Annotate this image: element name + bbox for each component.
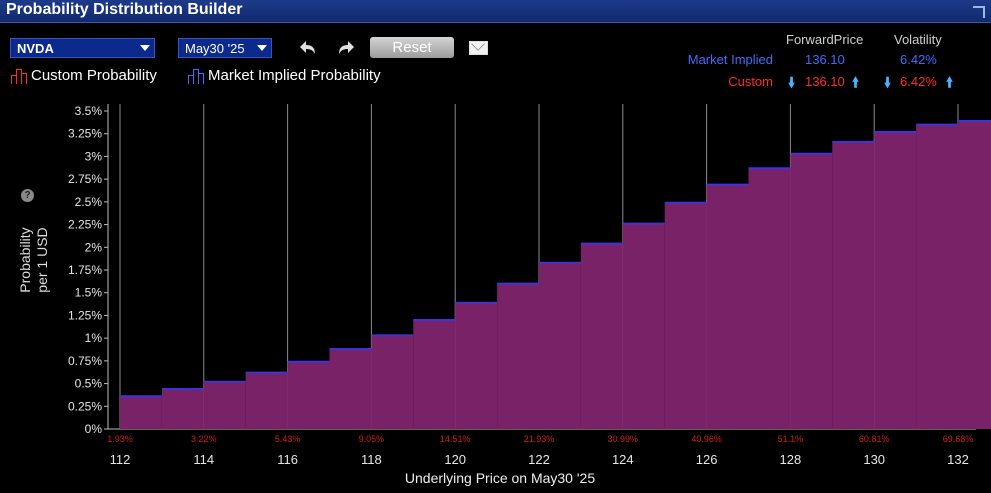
chevron-down-icon [257, 45, 267, 51]
y-tick-label: 0.25% [68, 399, 102, 413]
volatility-header: Volatility [894, 32, 942, 47]
cumulative-probability-label: 5.43% [275, 434, 301, 444]
cumulative-probability-label: 40.96% [691, 434, 722, 444]
x-tick-label: 130 [863, 452, 885, 467]
probability-bar [916, 124, 958, 429]
x-tick-label: 112 [110, 452, 131, 467]
cumulative-probability-label: 30.99% [608, 434, 639, 444]
probability-bar [539, 262, 581, 429]
y-tick-label: 0.5% [75, 377, 103, 391]
expiry-value: May30 '25 [185, 41, 245, 56]
mail-icon[interactable] [469, 41, 488, 55]
probability-bar [329, 349, 372, 429]
y-tick-label: 0.75% [68, 354, 102, 368]
y-tick-label: 2.25% [68, 218, 102, 232]
y-tick-label: 3% [85, 149, 103, 163]
x-tick-label: 132 [947, 452, 969, 467]
y-tick-label: 0% [85, 422, 103, 436]
cumulative-probability-label: 14.51% [440, 434, 471, 444]
probability-bar [664, 202, 707, 429]
forward-price-header: ForwardPrice [786, 32, 864, 47]
arrow-down-icon[interactable]: 🠛 [884, 74, 892, 90]
probability-bar [874, 131, 917, 429]
arrow-down-icon[interactable]: 🠛 [788, 74, 796, 90]
probability-bar [497, 283, 539, 429]
cumulative-probability-label: 21.93% [524, 434, 555, 444]
market-vol-value: 6.42% [900, 52, 937, 67]
expand-icon[interactable] [973, 6, 985, 18]
expiry-dropdown[interactable]: May30 '25 [178, 38, 272, 58]
probability-bar [371, 335, 414, 429]
cumulative-probability-label: 3.22% [191, 434, 217, 444]
probability-bar [203, 381, 246, 429]
probability-bar [580, 243, 623, 429]
legend-market: Market Implied Probability [187, 67, 381, 84]
cumulative-probability-label: 9.05% [359, 434, 385, 444]
x-tick-label: 126 [696, 452, 718, 467]
symbol-dropdown[interactable]: NVDA [10, 38, 155, 58]
probability-bar [455, 302, 498, 429]
title-bar: Probability Distribution Builder [0, 0, 991, 23]
reset-button[interactable]: Reset [370, 37, 454, 58]
probability-bar [832, 141, 875, 430]
window-title: Probability Distribution Builder [6, 1, 243, 18]
custom-bar-icon [10, 68, 27, 84]
probability-bar [958, 120, 991, 429]
cumulative-probability-label: 1.93% [107, 434, 133, 444]
probability-bar [748, 168, 791, 430]
y-tick-label: 1% [85, 331, 103, 345]
cumulative-probability-label: 69.68% [943, 434, 974, 444]
x-tick-label: 116 [277, 452, 298, 467]
probability-bar [287, 361, 330, 429]
probability-bar [622, 223, 665, 429]
legend-custom: Custom Probability [10, 67, 157, 84]
probability-bar [706, 184, 749, 429]
redo-icon[interactable] [333, 37, 357, 59]
probability-bar [790, 153, 833, 429]
probability-bar [120, 396, 162, 429]
market-implied-label: Market Implied [687, 52, 773, 67]
x-tick-label: 118 [361, 452, 382, 467]
custom-forward-value: 136.10 [805, 74, 845, 89]
help-icon[interactable]: ? [21, 189, 34, 202]
y-tick-label: 1.75% [68, 263, 102, 277]
custom-label: Custom [728, 74, 773, 89]
y-tick-label: 2% [85, 240, 103, 254]
cumulative-probability-label: 51.1% [778, 434, 804, 444]
y-tick-label: 2.75% [68, 172, 102, 186]
y-tick-label: 3.5% [75, 104, 103, 118]
y-tick-label: 1.5% [75, 286, 103, 300]
probability-bar [245, 372, 288, 429]
cumulative-probability-label: 60.81% [859, 434, 890, 444]
probability-bar [161, 389, 204, 429]
arrow-up-icon[interactable]: 🠙 [852, 74, 860, 90]
x-tick-label: 122 [528, 452, 550, 467]
x-tick-label: 114 [193, 452, 214, 467]
x-tick-label: 120 [444, 452, 466, 467]
y-tick-label: 1.25% [68, 308, 102, 322]
x-tick-label: 124 [612, 452, 634, 467]
legend-market-label: Market Implied Probability [208, 67, 381, 84]
y-tick-label: 2.5% [75, 195, 103, 209]
arrow-up-icon[interactable]: 🠙 [946, 74, 954, 90]
chevron-down-icon [140, 45, 150, 51]
legend-custom-label: Custom Probability [31, 67, 157, 84]
probability-bar [413, 319, 456, 429]
x-axis-label: Underlying Price on May30 '25 [404, 470, 596, 486]
market-bar-icon [187, 68, 204, 84]
symbol-value: NVDA [17, 41, 54, 56]
y-tick-label: 3.25% [68, 127, 102, 141]
custom-vol-value: 6.42% [900, 74, 937, 89]
x-tick-label: 128 [780, 452, 802, 467]
market-forward-value: 136.10 [805, 52, 845, 67]
undo-icon[interactable] [297, 37, 321, 59]
